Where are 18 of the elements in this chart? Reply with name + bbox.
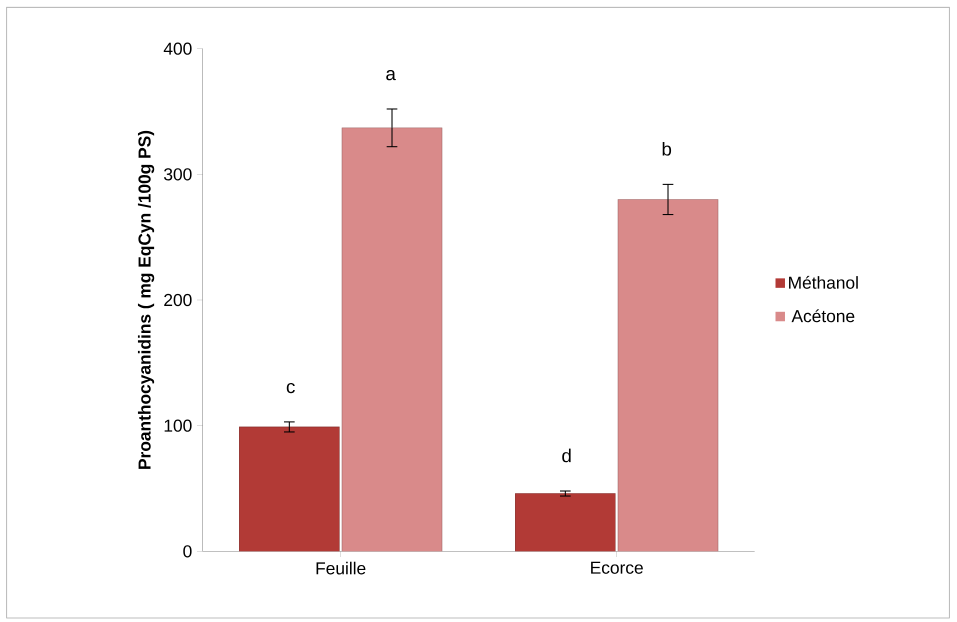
bar bbox=[239, 426, 340, 552]
y-tick-label: 300 bbox=[164, 168, 192, 180]
bar bbox=[618, 199, 718, 552]
y-tick-label: 200 bbox=[164, 294, 192, 306]
x-tick-label: Ecorce bbox=[591, 562, 643, 574]
y-axis-title: Proanthocyanidins ( mg EqCyn /100g PS) bbox=[138, 130, 154, 469]
bar bbox=[342, 128, 442, 552]
annotation: b bbox=[662, 142, 672, 156]
legend-label: Acétone bbox=[792, 309, 854, 322]
y-tick-label: 100 bbox=[164, 420, 192, 432]
annotation: c bbox=[286, 382, 295, 394]
annotation: d bbox=[562, 448, 571, 462]
y-tick-label: 0 bbox=[183, 545, 192, 558]
annotation: a bbox=[386, 70, 396, 80]
y-tick-label: 400 bbox=[164, 42, 192, 55]
bar bbox=[515, 493, 616, 552]
legend-label: Méthanol bbox=[789, 276, 858, 289]
x-tick-label: Feuille bbox=[316, 562, 366, 574]
